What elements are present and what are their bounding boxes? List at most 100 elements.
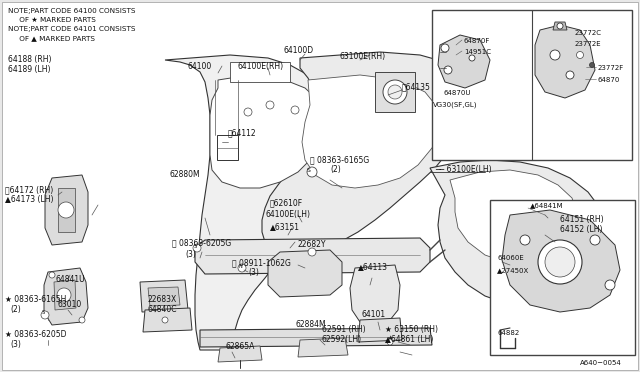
Text: (2): (2) bbox=[330, 165, 340, 174]
Polygon shape bbox=[268, 250, 342, 297]
Polygon shape bbox=[350, 265, 400, 322]
Polygon shape bbox=[217, 135, 238, 160]
Polygon shape bbox=[438, 35, 490, 88]
Text: 62880M: 62880M bbox=[170, 170, 200, 179]
Circle shape bbox=[577, 51, 584, 58]
Text: ▲64861 (LH): ▲64861 (LH) bbox=[385, 335, 433, 344]
Text: ✅64112: ✅64112 bbox=[228, 128, 257, 137]
Text: 64100D: 64100D bbox=[283, 46, 313, 55]
Circle shape bbox=[308, 248, 316, 256]
Text: N: N bbox=[238, 263, 242, 269]
Text: 62865A: 62865A bbox=[225, 342, 254, 351]
Text: 63010: 63010 bbox=[58, 300, 83, 309]
Text: 62591 (RH): 62591 (RH) bbox=[322, 325, 365, 334]
Text: 64840C: 64840C bbox=[148, 305, 177, 314]
Text: 64152 (LH): 64152 (LH) bbox=[560, 225, 602, 234]
Text: ★ 08363-6205D: ★ 08363-6205D bbox=[5, 330, 67, 339]
Text: ★ 63150 (RH): ★ 63150 (RH) bbox=[385, 325, 438, 334]
Text: 64870: 64870 bbox=[598, 77, 620, 83]
Polygon shape bbox=[165, 55, 388, 350]
Circle shape bbox=[266, 101, 274, 109]
Text: 23772E: 23772E bbox=[575, 41, 602, 47]
Text: 63100E(RH): 63100E(RH) bbox=[340, 52, 386, 61]
Text: 64100E(LH): 64100E(LH) bbox=[265, 210, 310, 219]
Text: 64060E: 64060E bbox=[497, 255, 524, 261]
Text: VG30(SF,GL): VG30(SF,GL) bbox=[433, 102, 477, 109]
Polygon shape bbox=[298, 338, 348, 357]
Circle shape bbox=[538, 240, 582, 284]
Circle shape bbox=[79, 317, 85, 323]
Bar bbox=[432, 10, 632, 160]
Polygon shape bbox=[535, 25, 595, 98]
Text: ⓝ 08911-1062G: ⓝ 08911-1062G bbox=[232, 258, 291, 267]
Circle shape bbox=[49, 272, 55, 278]
Text: 64882: 64882 bbox=[497, 330, 519, 336]
Text: S: S bbox=[42, 311, 45, 315]
Circle shape bbox=[162, 317, 168, 323]
Circle shape bbox=[41, 311, 49, 319]
Text: OF ★ MARKED PARTS: OF ★ MARKED PARTS bbox=[8, 17, 96, 23]
Text: 64151 (RH): 64151 (RH) bbox=[560, 215, 604, 224]
Text: ▲27450X: ▲27450X bbox=[497, 267, 529, 273]
Polygon shape bbox=[430, 160, 610, 305]
Polygon shape bbox=[140, 280, 188, 312]
Text: A640−0054: A640−0054 bbox=[580, 360, 621, 366]
Text: (3): (3) bbox=[10, 340, 21, 349]
Circle shape bbox=[557, 23, 563, 29]
Circle shape bbox=[244, 108, 252, 116]
Text: 22682Y: 22682Y bbox=[298, 240, 326, 249]
Circle shape bbox=[193, 244, 201, 252]
Polygon shape bbox=[502, 210, 620, 312]
Bar bbox=[490, 200, 635, 355]
Circle shape bbox=[545, 247, 575, 277]
Circle shape bbox=[57, 288, 71, 302]
Text: 23772C: 23772C bbox=[575, 30, 602, 36]
Text: 64188 (RH): 64188 (RH) bbox=[8, 55, 51, 64]
Text: 64100: 64100 bbox=[188, 62, 212, 71]
Text: (3): (3) bbox=[185, 250, 196, 259]
Text: 64189 (LH): 64189 (LH) bbox=[8, 65, 51, 74]
Circle shape bbox=[441, 44, 449, 52]
Text: 64870U: 64870U bbox=[443, 90, 470, 96]
Circle shape bbox=[387, 339, 393, 345]
Circle shape bbox=[383, 80, 407, 104]
Circle shape bbox=[550, 50, 560, 60]
Polygon shape bbox=[195, 238, 430, 274]
Text: 64101: 64101 bbox=[362, 310, 386, 319]
Circle shape bbox=[605, 280, 615, 290]
Circle shape bbox=[58, 202, 74, 218]
Polygon shape bbox=[450, 170, 578, 264]
Text: ★: ★ bbox=[387, 334, 394, 343]
Circle shape bbox=[590, 235, 600, 245]
Text: NOTE;PART CODE 64101 CONSISTS: NOTE;PART CODE 64101 CONSISTS bbox=[8, 26, 136, 32]
Polygon shape bbox=[44, 268, 88, 325]
Text: ✅ 08363-6205G: ✅ 08363-6205G bbox=[172, 238, 231, 247]
Text: ✅64172 (RH): ✅64172 (RH) bbox=[5, 185, 53, 194]
Text: 64100E(RH): 64100E(RH) bbox=[238, 62, 284, 71]
Polygon shape bbox=[553, 22, 567, 30]
Text: ▲64841M: ▲64841M bbox=[530, 202, 564, 208]
Polygon shape bbox=[358, 318, 402, 342]
Polygon shape bbox=[210, 75, 325, 188]
Polygon shape bbox=[58, 188, 75, 232]
Text: 64841U: 64841U bbox=[55, 275, 84, 284]
Circle shape bbox=[388, 85, 402, 99]
Polygon shape bbox=[45, 175, 88, 245]
Polygon shape bbox=[218, 346, 262, 362]
Circle shape bbox=[469, 55, 475, 61]
Circle shape bbox=[589, 62, 595, 67]
Text: OF ▲ MARKED PARTS: OF ▲ MARKED PARTS bbox=[8, 35, 95, 41]
Text: 14951C: 14951C bbox=[464, 49, 491, 55]
Text: 64870F: 64870F bbox=[464, 38, 490, 44]
Text: ★ 08363-6165H: ★ 08363-6165H bbox=[5, 295, 67, 304]
Text: S: S bbox=[307, 167, 311, 173]
Text: S: S bbox=[193, 244, 196, 248]
Polygon shape bbox=[262, 52, 468, 255]
Text: ✅62610F: ✅62610F bbox=[270, 198, 303, 207]
Polygon shape bbox=[302, 75, 440, 188]
Text: ✅64135: ✅64135 bbox=[402, 82, 431, 91]
Text: ▲63151: ▲63151 bbox=[270, 222, 300, 231]
Polygon shape bbox=[54, 280, 76, 310]
Polygon shape bbox=[230, 62, 290, 82]
Circle shape bbox=[238, 264, 246, 272]
